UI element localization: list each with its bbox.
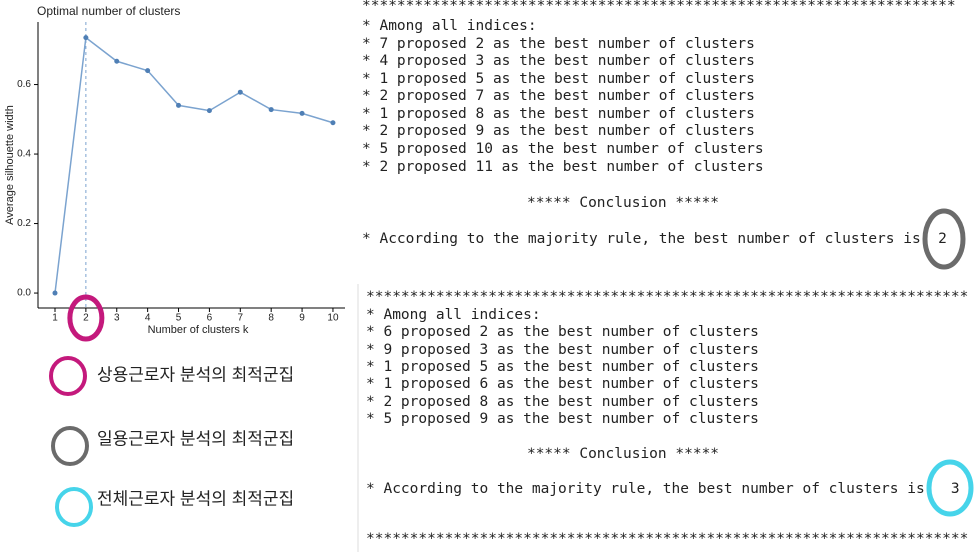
- console-line: * 5 proposed 10 as the best number of cl…: [362, 141, 764, 157]
- console-line: * Among all indices:: [362, 18, 537, 34]
- y-tick-label: 0.0: [17, 288, 31, 299]
- console-line: * 4 proposed 3 as the best number of clu…: [362, 53, 755, 69]
- point: [206, 108, 212, 114]
- point: [330, 120, 336, 126]
- y-axis-label: Average silhouette width: [4, 105, 16, 225]
- console-line: * 9 proposed 3 as the best number of clu…: [366, 342, 759, 358]
- console-line: * 5 proposed 9 as the best number of clu…: [366, 411, 759, 427]
- y-tick-label: 0.2: [17, 218, 31, 229]
- x-tick-label: 3: [114, 313, 120, 324]
- x-tick-label: 8: [268, 313, 274, 324]
- x-tick-label: 10: [327, 313, 339, 324]
- console-line: * According to the majority rule, the be…: [366, 481, 960, 497]
- console-line: * 1 proposed 8 as the best number of clu…: [362, 106, 755, 122]
- console-line: * 2 proposed 8 as the best number of clu…: [366, 394, 759, 410]
- x-tick-label: 1: [52, 313, 58, 324]
- point: [268, 107, 274, 113]
- y-tick-label: 0.4: [17, 149, 31, 160]
- point: [114, 58, 120, 64]
- console-line: * 2 proposed 7 as the best number of clu…: [362, 88, 755, 104]
- x-tick-label: 7: [238, 313, 244, 324]
- legend-label: 상용근로자 분석의 최적군집: [97, 365, 294, 384]
- console-line: * 1 proposed 5 as the best number of clu…: [366, 359, 759, 375]
- legend-label: 일용근로자 분석의 최적군집: [97, 429, 294, 448]
- x-tick-label: 4: [145, 313, 151, 324]
- point: [237, 89, 243, 95]
- x-tick-label: 9: [299, 313, 305, 324]
- legend-swatch: [51, 426, 89, 466]
- console-line: * 2 proposed 9 as the best number of clu…: [362, 123, 755, 139]
- point: [176, 102, 182, 108]
- console-line: ****************************************…: [366, 289, 968, 305]
- highlight-circle: [67, 294, 105, 342]
- console-line: ****************************************…: [362, 0, 956, 14]
- x-tick-label: 5: [176, 313, 182, 324]
- legend-swatch: [49, 356, 87, 396]
- console-line: * 1 proposed 6 as the best number of clu…: [366, 376, 759, 392]
- legend-swatch: [55, 487, 93, 527]
- point: [83, 35, 89, 41]
- point: [52, 290, 58, 296]
- console-line: ***** Conclusion *****: [527, 446, 719, 462]
- x-tick-label: 6: [207, 313, 213, 324]
- console-line: * Among all indices:: [366, 307, 541, 323]
- legend-label: 전체근로자 분석의 최적군집: [97, 489, 294, 508]
- series-line: [54, 36, 334, 294]
- point: [145, 68, 151, 74]
- x-axis-label: Number of clusters k: [148, 324, 249, 336]
- y-tick-label: 0.6: [17, 79, 31, 90]
- highlight-circle: [922, 208, 966, 270]
- highlight-circle: [926, 459, 974, 517]
- console-line: * 1 proposed 5 as the best number of clu…: [362, 71, 755, 87]
- console-line: * 2 proposed 11 as the best number of cl…: [362, 159, 764, 175]
- point: [299, 110, 305, 116]
- chart-title: Optimal number of clusters: [37, 4, 180, 18]
- console-line: * According to the majority rule, the be…: [362, 231, 947, 247]
- console-line: ***** Conclusion *****: [527, 195, 719, 211]
- console-line: * 6 proposed 2 as the best number of clu…: [366, 324, 759, 340]
- console-line: ****************************************…: [366, 531, 968, 547]
- console-line: * 7 proposed 2 as the best number of clu…: [362, 36, 755, 52]
- x-tick-label: 2: [83, 313, 89, 324]
